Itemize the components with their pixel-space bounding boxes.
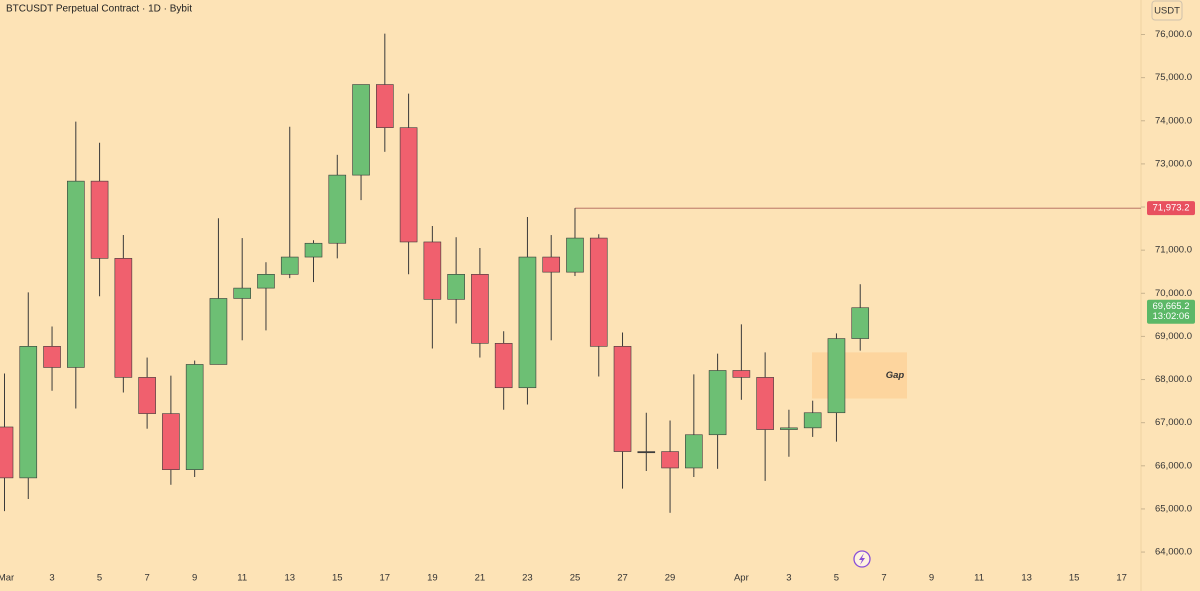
candle-body [471,274,489,344]
candle-body [185,364,204,470]
x-tick-label: 7 [144,573,149,584]
x-tick-label: 11 [974,573,984,584]
candle-body [304,242,323,258]
candle-body [685,434,703,469]
candle-body [376,84,394,128]
y-tick-label: 71,000.0 [1155,245,1192,256]
y-tick-label: 75,000.0 [1155,72,1192,83]
candle-body [43,346,61,368]
x-tick-label: 15 [1069,573,1080,584]
candle-body [494,343,513,389]
gap-label: Gap [886,370,905,381]
y-tick-label: 70,000.0 [1155,288,1192,299]
y-tick-label: 69,000.0 [1155,331,1192,342]
x-tick-label: 13 [284,573,295,584]
candle-body [542,256,561,273]
currency-box[interactable] [1151,0,1183,21]
candle-body [613,346,632,452]
x-tick-label: Mar [0,573,14,584]
x-tick-label: 27 [617,573,628,584]
candle-body [827,338,846,414]
candle-body [0,426,14,479]
x-tick-label: 19 [427,573,438,584]
x-tick-label: 17 [380,573,391,584]
candle-body [756,377,774,430]
chart-title: BTCUSDT Perpetual Contract · 1D · Bybit [6,4,192,15]
x-tick-label: 13 [1021,573,1032,584]
y-tick-label: 66,000.0 [1155,460,1192,471]
last-price-tag [1147,299,1195,324]
candle-body [851,307,870,339]
candle-body [399,127,418,243]
candle-body [138,377,156,414]
y-tick-label: 67,000.0 [1155,417,1192,428]
y-tick-label: 76,000.0 [1155,29,1192,40]
last-price-label: 69,665.2 [1153,301,1190,312]
candle-body [114,258,133,378]
y-tick-label: 73,000.0 [1155,158,1192,169]
y-tick-label: 68,000.0 [1155,374,1192,385]
candle-body [803,412,822,429]
x-tick-label: 21 [475,573,486,584]
candle-body [518,256,537,389]
countdown-label: 13:02:06 [1153,311,1190,322]
candle-body [780,427,798,430]
y-tick-label: 74,000.0 [1155,115,1192,126]
candle-body [67,180,85,368]
candle-body [209,298,228,365]
candle-body [589,237,608,347]
x-tick-label: 23 [522,573,533,584]
y-tick-label: 65,000.0 [1155,503,1192,514]
candle-body [661,451,679,469]
y-tick-label: 64,000.0 [1155,547,1192,558]
candle-body [352,84,370,176]
x-tick-label: 25 [570,573,581,584]
candle-body [257,274,275,289]
x-tick-label: Apr [734,573,749,584]
candle-body [162,413,180,470]
x-tick-label: 5 [834,573,839,584]
x-tick-label: 29 [665,573,676,584]
candle-body [708,370,727,436]
candle-body [90,180,109,259]
level-tag [1147,201,1195,216]
candle-body [566,237,584,273]
x-tick-label: 11 [237,573,247,584]
x-tick-label: 9 [192,573,197,584]
quick-action-bolt [859,553,865,565]
candle-body [233,287,251,299]
candle-body [328,174,347,244]
currency[interactable]: USDT [1154,6,1180,17]
x-tick-label: 7 [881,573,886,584]
x-tick-label: 5 [97,573,102,584]
candle-body [447,274,465,300]
candle-body [732,370,751,378]
candle-body [637,451,656,454]
candle-body [19,346,38,479]
x-tick-label: 3 [49,573,54,584]
x-tick-label: 15 [332,573,343,584]
x-tick-label: 17 [1116,573,1127,584]
x-tick-label: 3 [786,573,791,584]
level-tag-label: 71,973.2 [1153,203,1190,214]
candle-body [280,256,299,275]
x-tick-label: 9 [929,573,934,584]
candle-body [423,241,442,300]
